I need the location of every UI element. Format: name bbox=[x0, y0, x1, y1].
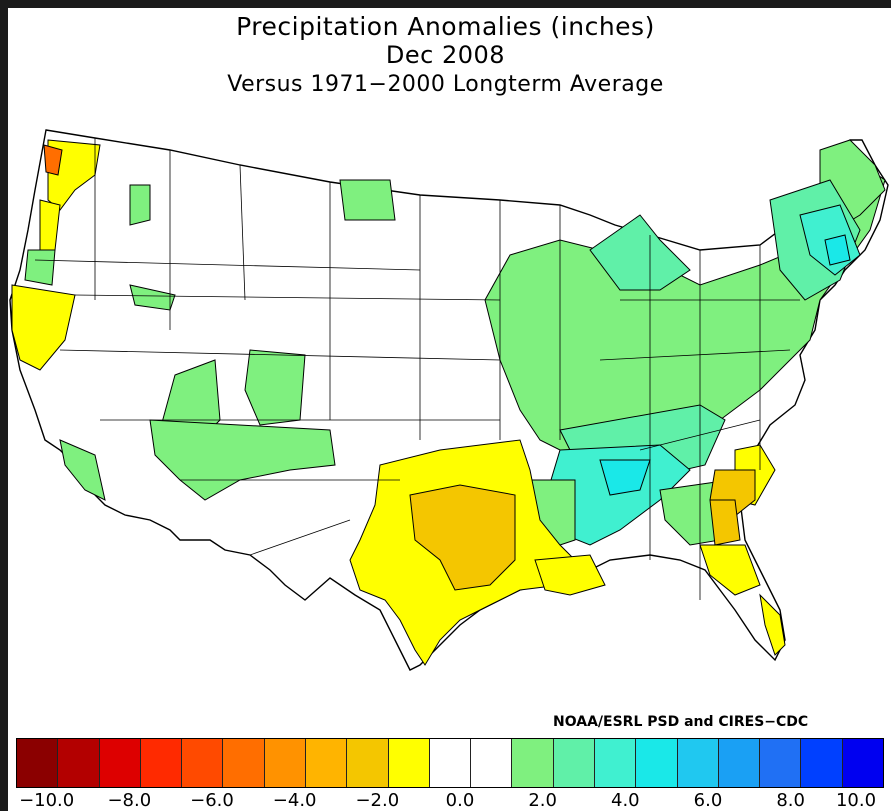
colorbar-tick-label: −6.0 bbox=[190, 790, 234, 811]
colorbar-tick-label: 4.0 bbox=[611, 790, 640, 811]
colorbar-tick-label: 2.0 bbox=[528, 790, 557, 811]
colorbar-cell bbox=[99, 739, 141, 787]
colorbar-cell bbox=[842, 739, 883, 787]
colorbar-tick-label: −8.0 bbox=[107, 790, 152, 811]
region-midwest-wet bbox=[484, 169, 886, 456]
colorbar-cell bbox=[760, 739, 802, 787]
region-central-texas-very-dry bbox=[409, 484, 516, 591]
region-or-coast-wet bbox=[24, 249, 56, 286]
colorbar-tick-label: 0.0 bbox=[445, 790, 475, 811]
figure-date: Dec 2008 bbox=[385, 41, 506, 69]
climate-division-borders bbox=[34, 138, 800, 600]
colorbar-cell bbox=[223, 739, 265, 787]
colorbar-cell bbox=[140, 739, 183, 787]
region-montana-wet bbox=[339, 179, 396, 221]
colorbar-cell bbox=[388, 739, 430, 787]
colorbar-tick-label: 8.0 bbox=[776, 790, 805, 811]
colorbar-cell bbox=[347, 739, 389, 787]
colorbar-tick-label: −2.0 bbox=[355, 790, 400, 811]
region-florida-dry bbox=[699, 544, 761, 596]
colorbar-cell bbox=[429, 739, 472, 787]
region-florida-peninsula-dry bbox=[759, 593, 786, 656]
colorbar-cell bbox=[718, 739, 761, 787]
data-credit: NOAA/ESRL PSD and CIRES−CDC bbox=[553, 714, 809, 730]
region-wa-coast-very-dry bbox=[43, 144, 63, 176]
region-mississippi-very-wet bbox=[599, 459, 651, 496]
region-louisiana-dry bbox=[534, 554, 606, 596]
colorbar-cell bbox=[512, 739, 554, 787]
figure-subtitle: Versus 1971−2000 Longterm Average bbox=[227, 72, 664, 97]
colorbar-cell bbox=[305, 739, 348, 787]
colorbar-cell bbox=[264, 739, 306, 787]
colorbar-cell bbox=[17, 739, 59, 787]
colorbar-cell bbox=[182, 739, 224, 787]
colorbar-tick-label: −4.0 bbox=[272, 790, 317, 811]
colorbar-tick-label: −10.0 bbox=[19, 790, 75, 811]
colorbar-cell bbox=[636, 739, 678, 787]
region-idaho-wet bbox=[129, 184, 151, 226]
region-great-lakes-moderate-wet bbox=[589, 214, 691, 291]
colorbar-tick-label: 10.0 bbox=[835, 790, 877, 811]
region-ca-south-wet bbox=[59, 439, 106, 501]
region-mass-very-wet bbox=[824, 234, 851, 266]
colorbar-ticks: −10.0 −8.0 −6.0 −4.0 −2.0 0.0 2.0 4.0 6.0 8.0 10.0 bbox=[0, 788, 891, 811]
colorbar bbox=[16, 738, 884, 788]
region-georgia-very-dry bbox=[709, 499, 741, 546]
colorbar-cell bbox=[677, 739, 719, 787]
colorbar-cell bbox=[594, 739, 637, 787]
colorbar-cell bbox=[58, 739, 100, 787]
figure-title: Precipitation Anomalies (inches) bbox=[236, 12, 655, 41]
colorbar-tick-label: 6.0 bbox=[693, 790, 723, 811]
region-utah-wet bbox=[244, 349, 306, 426]
colorbar-cell bbox=[801, 739, 843, 787]
colorbar-cell bbox=[553, 739, 595, 787]
colorbar-cell bbox=[471, 739, 513, 787]
